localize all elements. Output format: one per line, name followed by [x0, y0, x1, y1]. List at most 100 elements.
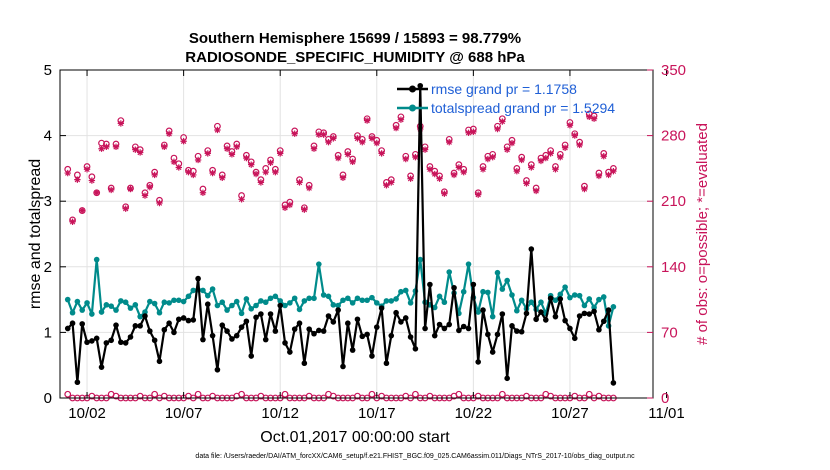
evaluated-point	[532, 187, 540, 195]
rmse-point	[470, 281, 477, 288]
totalspread-point	[219, 299, 226, 306]
y-axis-left: 0 1 2 3 4 5	[44, 62, 66, 407]
totalspread-point	[156, 309, 163, 316]
totalspread-point	[373, 300, 380, 306]
totalspread-point	[118, 298, 124, 304]
evaluated-point	[305, 184, 313, 192]
y-tick-label: 0	[44, 390, 52, 407]
rmse-point	[465, 325, 472, 332]
rmse-point	[195, 275, 201, 282]
rejected-point	[412, 390, 419, 398]
totalspread-point	[465, 261, 472, 267]
totalspread-point	[610, 304, 617, 310]
evaluated-point	[388, 179, 395, 186]
rmse-point	[147, 328, 153, 334]
rmse-point	[412, 346, 419, 352]
legend-label-totalspread: totalspread grand pr = 1.5294	[431, 100, 615, 116]
evaluated-point	[320, 131, 327, 138]
rmse-point	[108, 337, 114, 344]
y-axis-right: 0 70 140 210 280 350	[647, 62, 686, 407]
totalspread-point	[243, 296, 250, 302]
rmse-point	[485, 331, 491, 338]
evaluated-point	[146, 183, 154, 191]
rmse-point	[204, 301, 211, 307]
series-rmse	[64, 82, 617, 386]
rmse-point	[277, 302, 284, 309]
y-tick-label: 4	[44, 128, 52, 145]
rmse-point	[557, 296, 564, 302]
totalspread-point	[287, 300, 293, 306]
totalspread-point	[576, 292, 583, 299]
evaluated-point	[392, 124, 400, 132]
evaluated-point	[267, 159, 274, 166]
rmse-point	[417, 82, 424, 89]
evaluated-point	[98, 145, 105, 152]
totalspread-point	[171, 297, 177, 304]
rmse-point	[272, 328, 279, 334]
evaluated-point	[103, 143, 110, 151]
rmse-point	[79, 321, 86, 327]
rmse-point	[262, 336, 269, 343]
evaluated-point	[344, 151, 352, 158]
rmse-point	[591, 308, 597, 315]
evaluated-point	[93, 189, 100, 196]
evaluated-point	[460, 168, 467, 176]
totalspread-point	[248, 305, 255, 312]
y-tick-label: 5	[44, 62, 52, 79]
totalspread-point	[325, 293, 332, 300]
evaluated-point	[537, 157, 545, 165]
totalspread-point	[509, 292, 515, 298]
evaluated-point	[446, 138, 453, 146]
rejected-point	[194, 390, 202, 398]
evaluated-point	[74, 176, 81, 183]
totalspread-point	[581, 302, 588, 309]
rmse-point	[345, 320, 351, 327]
totalspread-point	[369, 294, 375, 301]
evaluated-point	[503, 146, 511, 153]
totalspread-point	[359, 297, 366, 304]
rmse-point	[349, 347, 356, 353]
totalspread-point	[142, 309, 148, 315]
rmse-point	[127, 334, 134, 340]
rmse-point	[528, 246, 535, 252]
evaluated-point	[479, 166, 487, 173]
rejected-point	[64, 390, 72, 398]
evaluated-point	[363, 117, 371, 124]
rmse-point	[441, 325, 448, 332]
rmse-point	[253, 314, 259, 321]
evaluated-point	[610, 168, 617, 175]
evaluated-point	[252, 170, 260, 178]
totalspread-point	[518, 297, 525, 304]
evaluated-point	[421, 146, 429, 153]
evaluated-point	[204, 150, 211, 157]
rmse-point	[369, 353, 375, 359]
evaluated-point	[185, 168, 192, 176]
x-axis-label: Oct.01,2017 00:00:00 start	[260, 429, 450, 446]
rmse-point	[335, 307, 341, 313]
rmse-point	[576, 313, 583, 319]
totalspread-point	[127, 305, 134, 311]
evaluated-point	[83, 166, 91, 173]
rmse-point	[518, 328, 525, 335]
y2-tick-label: 0	[661, 390, 669, 407]
totalspread-point	[113, 307, 119, 313]
totalspread-point	[402, 287, 409, 294]
rmse-point	[287, 349, 293, 355]
totalspread-point	[132, 302, 139, 308]
rmse-point	[224, 328, 230, 334]
evaluated-point	[426, 166, 434, 173]
totalspread-point	[137, 313, 143, 320]
totalspread-point	[209, 286, 216, 292]
rejected-point	[455, 390, 463, 398]
evaluated-point	[281, 204, 289, 211]
y2-tick-label: 210	[661, 193, 686, 210]
evaluated-point	[296, 179, 303, 186]
evaluated-point	[88, 177, 96, 184]
totalspread-point	[480, 288, 486, 295]
evaluated-point	[354, 135, 361, 142]
totalspread-point	[267, 295, 274, 302]
totalspread-point	[528, 299, 535, 306]
rmse-point	[436, 321, 443, 328]
evaluated-point	[277, 150, 284, 157]
rmse-point	[359, 333, 366, 340]
